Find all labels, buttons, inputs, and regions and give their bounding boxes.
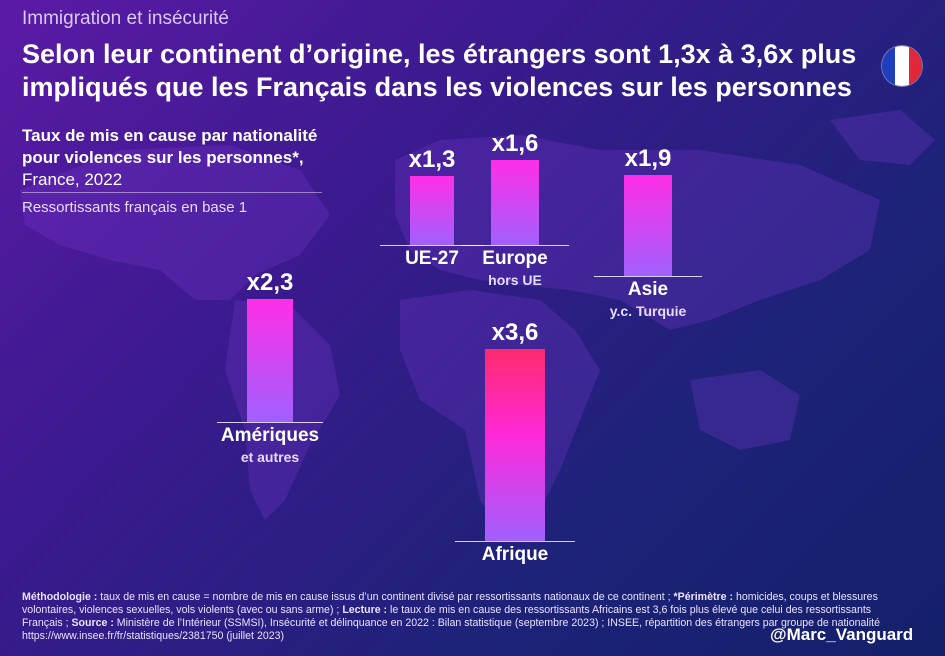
bar-baseline-3 bbox=[594, 276, 702, 277]
bar-2 bbox=[491, 160, 539, 245]
methodologie-label: Méthodologie : bbox=[22, 591, 98, 603]
value-label-5: x3,6 bbox=[491, 319, 539, 346]
page-title: Selon leur continent d’origine, les étra… bbox=[22, 39, 857, 102]
methodologie-text: taux de mis en cause = nombre de mis en … bbox=[97, 591, 671, 603]
bar-baseline-5 bbox=[455, 541, 575, 542]
lecture-text: le taux de mis en cause des ressortissan… bbox=[22, 604, 872, 629]
subtitle-divider bbox=[22, 192, 322, 193]
footer-notes: Méthodologie : taux de mis en cause = no… bbox=[22, 591, 902, 643]
bar-5 bbox=[485, 349, 545, 541]
source-label: Source : bbox=[68, 617, 114, 629]
author-handle: @Marc_Vanguard bbox=[770, 625, 914, 644]
chart-subtitle: Taux de mis en cause par nationalité pou… bbox=[22, 125, 322, 191]
bar-baseline-1 bbox=[380, 245, 484, 246]
value-label-1: x1,3 bbox=[408, 146, 456, 173]
category-label-1: UE-27 bbox=[405, 248, 459, 269]
category-sublabel-3: y.c. Turquie bbox=[609, 303, 687, 319]
flag-stripe-white bbox=[895, 46, 909, 86]
value-label-2: x1,6 bbox=[491, 130, 539, 157]
category-label-4: Amériques bbox=[220, 425, 320, 446]
kicker: Immigration et insécurité bbox=[22, 8, 229, 29]
category-label-3: Asie bbox=[627, 279, 669, 300]
base-note: Ressortissants français en base 1 bbox=[22, 199, 248, 216]
france-flag-icon bbox=[882, 46, 922, 86]
flag-stripe-blue bbox=[882, 46, 896, 86]
bar-baseline-2 bbox=[461, 245, 569, 246]
value-label-3: x1,9 bbox=[624, 145, 672, 172]
category-label-2: Europe bbox=[482, 248, 548, 269]
value-label-4: x2,3 bbox=[246, 269, 294, 296]
subtitle-bold: Taux de mis en cause par nationalité pou… bbox=[22, 126, 318, 167]
category-label-5: Afrique bbox=[481, 544, 549, 565]
bar-1 bbox=[410, 176, 454, 245]
category-sublabel-2: hors UE bbox=[488, 272, 542, 288]
bar-baseline-4 bbox=[217, 422, 323, 423]
category-sublabel-4: et autres bbox=[240, 449, 300, 465]
subtitle-rest: France, 2022 bbox=[22, 170, 123, 189]
perimetre-label: *Périmètre : bbox=[670, 591, 734, 603]
bar-4 bbox=[247, 299, 293, 422]
source-text: Ministère de l’Intérieur (SSMSI), Insécu… bbox=[22, 617, 880, 642]
perimetre-text: homicides, coups et blessures volontaire… bbox=[22, 591, 878, 616]
lecture-label: Lecture : bbox=[339, 604, 388, 616]
bar-3 bbox=[624, 175, 672, 276]
flag-stripe-red bbox=[908, 46, 922, 86]
